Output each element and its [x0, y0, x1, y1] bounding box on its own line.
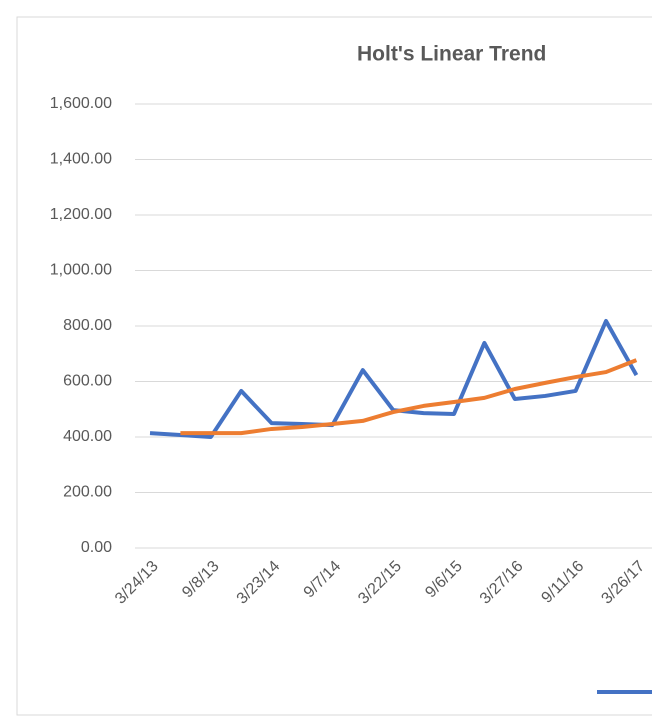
y-tick-label: 200.00 — [63, 484, 112, 501]
y-tick-label: 1,200.00 — [50, 206, 112, 223]
y-tick-label: 1,600.00 — [50, 95, 112, 112]
y-tick-label: 600.00 — [63, 373, 112, 390]
y-tick-label: 800.00 — [63, 317, 112, 334]
y-tick-label: 1,400.00 — [50, 151, 112, 168]
line-series — [180, 358, 638, 436]
y-tick-label: 0.00 — [81, 539, 112, 556]
y-tick-label: 400.00 — [63, 428, 112, 445]
chart-title: Holt's Linear Trend — [357, 43, 546, 66]
chart-border — [16, 16, 652, 716]
y-tick-label: 1,000.00 — [50, 262, 112, 279]
